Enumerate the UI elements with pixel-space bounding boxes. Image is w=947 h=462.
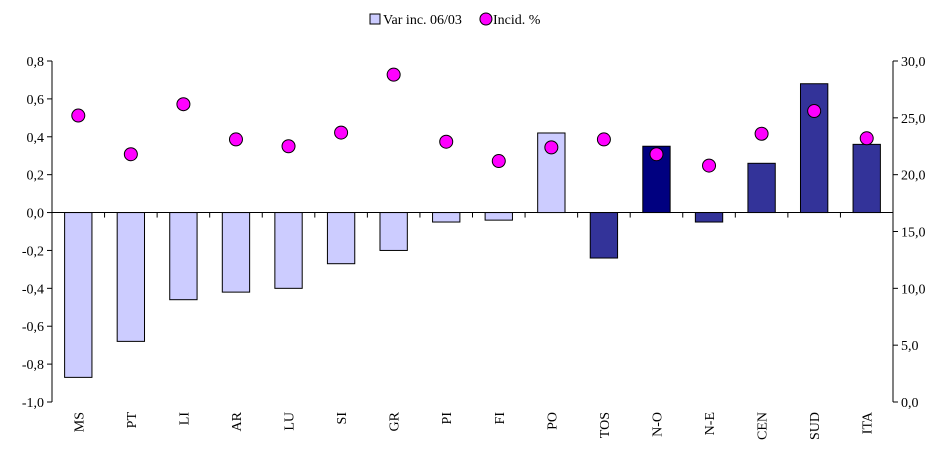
x-tick-label: PT xyxy=(125,412,140,429)
dot xyxy=(754,126,769,141)
dot xyxy=(439,134,454,149)
y-tick-label: 0,0 xyxy=(27,207,45,222)
bar xyxy=(484,212,513,221)
bar xyxy=(589,212,619,259)
dot xyxy=(386,67,401,82)
bar xyxy=(852,143,881,214)
y-tick-label: -0,6 xyxy=(22,320,44,335)
dot xyxy=(228,132,243,147)
y2-tick-label: 15,0 xyxy=(901,226,926,241)
dot xyxy=(596,132,611,147)
legend-swatch xyxy=(369,13,381,25)
x-tick-label: PI xyxy=(440,412,455,425)
dot xyxy=(334,125,349,140)
bar xyxy=(64,212,93,378)
y-tick-label: -0,8 xyxy=(22,358,44,373)
x-tick-label: FI xyxy=(493,412,508,425)
y-tick-label: 0,8 xyxy=(27,55,45,70)
legend-label: Incid. % xyxy=(493,13,541,28)
y2-tick-label: 10,0 xyxy=(901,282,926,297)
bar xyxy=(169,212,198,301)
legend-swatch xyxy=(479,12,493,26)
bar xyxy=(642,145,671,214)
x-tick-label: SI xyxy=(335,412,350,425)
x-tick-label: PO xyxy=(545,412,560,430)
bar xyxy=(432,212,461,223)
x-tick-label: ITA xyxy=(861,411,876,434)
bar xyxy=(116,212,146,342)
y2-tick-label: 0,0 xyxy=(901,396,919,411)
dot xyxy=(544,140,559,155)
x-tick-label: LU xyxy=(283,412,298,431)
dot xyxy=(281,139,296,154)
y-tick-label: -0,2 xyxy=(22,244,44,259)
dot xyxy=(807,104,822,119)
y-tick-label: -1,0 xyxy=(22,396,44,411)
x-tick-label: CEN xyxy=(756,412,771,440)
y2-tick-label: 20,0 xyxy=(901,169,926,184)
x-tick-label: N-E xyxy=(703,412,718,435)
x-tick-label: N-O xyxy=(650,412,665,437)
legend-label: Var inc. 06/03 xyxy=(383,13,462,28)
y-tick-label: 0,2 xyxy=(27,169,45,184)
bar xyxy=(747,162,776,214)
bar xyxy=(694,212,724,223)
y2-tick-label: 5,0 xyxy=(901,339,919,354)
x-tick-label: LI xyxy=(177,412,192,426)
x-tick-label: GR xyxy=(388,411,403,431)
y-tick-label: 0,6 xyxy=(27,93,45,108)
dot xyxy=(491,154,506,169)
y-tick-label: -0,4 xyxy=(22,282,44,297)
bar xyxy=(274,212,303,289)
dot xyxy=(123,147,138,162)
x-tick-label: AR xyxy=(230,411,245,431)
dot xyxy=(71,108,86,123)
dot xyxy=(649,147,664,162)
y-tick-label: 0,4 xyxy=(27,131,45,146)
dot xyxy=(702,158,717,173)
x-tick-label: TOS xyxy=(598,412,613,438)
bar xyxy=(221,212,251,293)
x-tick-label: MS xyxy=(72,412,87,432)
dot xyxy=(176,97,191,112)
bar xyxy=(326,212,356,265)
dot xyxy=(859,131,874,146)
bar xyxy=(799,83,829,214)
x-tick-label: SUD xyxy=(808,412,823,440)
y2-tick-label: 30,0 xyxy=(901,55,926,70)
bar xyxy=(379,212,408,251)
y2-tick-label: 25,0 xyxy=(901,112,926,127)
